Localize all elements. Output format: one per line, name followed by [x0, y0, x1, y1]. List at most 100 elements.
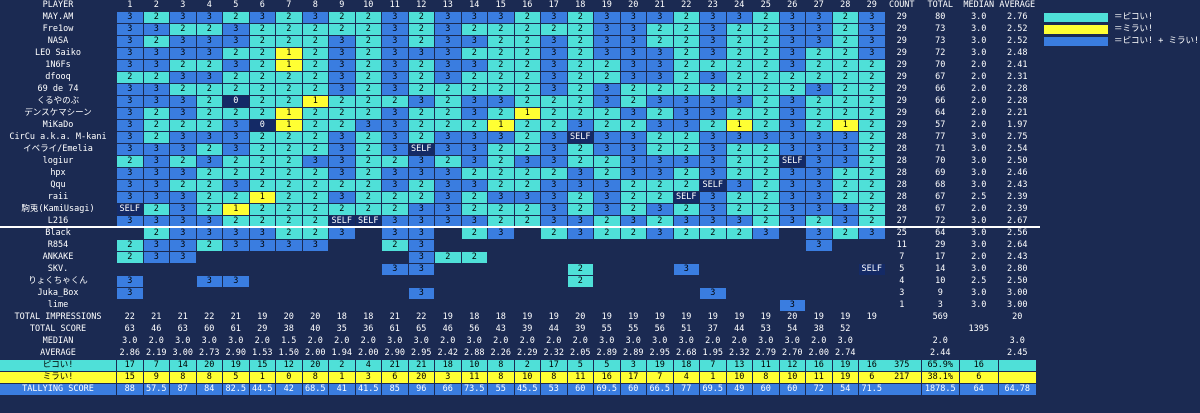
score-cell: 3: [408, 240, 434, 251]
score-cell: 3: [567, 216, 593, 227]
tally-extra: 64.78: [998, 384, 1036, 395]
score-cell: 2: [461, 120, 487, 131]
player-stat: 71: [935, 144, 946, 154]
score-cell: 2: [806, 72, 832, 83]
score-cell: 3: [117, 108, 143, 119]
score-cell: 3: [859, 12, 885, 23]
player-stat: 29: [896, 120, 907, 130]
player-stat: 2.0: [971, 204, 987, 214]
score-cell: 3: [832, 132, 858, 143]
score-cell: 2: [408, 108, 434, 119]
score-cell: 3: [196, 48, 222, 59]
summary-extra: [883, 348, 921, 359]
score-cell: 2: [302, 60, 328, 71]
player-stat: 2.76: [1007, 12, 1028, 22]
score-cell: 1: [276, 108, 302, 119]
score-cell: [355, 228, 381, 239]
score-cell: [832, 252, 858, 263]
score-cell: 1: [276, 120, 302, 131]
score-cell: 2: [302, 204, 328, 215]
summary-cell: 2.89: [623, 348, 644, 358]
summary-cell: 19: [707, 312, 718, 322]
score-cell: [170, 288, 196, 299]
score-cell: 3: [647, 204, 673, 215]
tally-cell: 8: [753, 372, 779, 383]
tally-cell: 54: [832, 384, 858, 395]
tally-cell: 55: [488, 384, 514, 395]
score-cell: 3: [832, 156, 858, 167]
summary-cell: 2.32: [543, 348, 564, 358]
score-cell: 2: [196, 192, 222, 203]
score-cell: 3: [859, 48, 885, 59]
score-cell: [726, 264, 752, 275]
score-cell: 3: [143, 96, 169, 107]
summary-cell: 53: [760, 324, 771, 334]
score-cell: 3: [143, 180, 169, 191]
score-cell: 2: [196, 24, 222, 35]
score-cell: 2: [223, 156, 249, 167]
header-round: 14: [461, 0, 487, 11]
score-cell: 3: [117, 12, 143, 23]
summary-cell: 21: [230, 312, 241, 322]
summary-cell: 36: [363, 324, 374, 334]
score-cell: 3: [514, 156, 540, 167]
summary-cell: 38: [283, 324, 294, 334]
tally-cell: 66: [435, 384, 461, 395]
tally-extra: 16: [960, 360, 998, 371]
score-cell: 3: [170, 240, 196, 251]
score-cell: 2: [488, 216, 514, 227]
score-cell: [329, 276, 355, 287]
score-cell: 2: [514, 132, 540, 143]
score-cell: 3: [276, 240, 302, 251]
tally-cell: 60: [620, 384, 646, 395]
score-cell: 2: [461, 24, 487, 35]
score-cell: 2: [461, 204, 487, 215]
score-cell: 3: [408, 96, 434, 107]
header-round: 24: [726, 0, 752, 11]
tally-cell: 19: [832, 372, 858, 383]
score-cell: 2: [567, 36, 593, 47]
score-cell: 3: [620, 168, 646, 179]
summary-cell: 19: [628, 312, 639, 322]
player-name: くるやのぶ: [0, 96, 116, 107]
tally-cell: 7: [700, 360, 726, 371]
score-cell: 2: [673, 12, 699, 23]
score-cell: [806, 288, 832, 299]
player-stat: 14: [935, 264, 946, 274]
score-cell: 2: [859, 72, 885, 83]
summary-cell: 3.00: [172, 348, 193, 358]
score-cell: 3: [673, 96, 699, 107]
score-cell: 3: [779, 108, 805, 119]
player-stat: 67: [935, 192, 946, 202]
score-cell: [779, 228, 805, 239]
summary-cell: 18: [469, 312, 480, 322]
summary-cell: 2.0: [519, 336, 535, 346]
legend-item: ＝ピコい!: [1044, 12, 1200, 23]
score-cell: 2: [302, 180, 328, 191]
score-cell: [488, 288, 514, 299]
summary-cell: 19: [813, 312, 824, 322]
score-cell: 3: [541, 84, 567, 95]
tally-label: ミラい!: [0, 372, 116, 383]
score-cell: [700, 240, 726, 251]
score-cell: 3: [806, 168, 832, 179]
summary-cell: 20: [575, 312, 586, 322]
summary-cell: 3.0: [413, 336, 429, 346]
tally-cell: 42: [276, 384, 302, 395]
score-cell: [620, 276, 646, 287]
score-cell: 2: [117, 240, 143, 251]
score-cell: 2: [461, 252, 487, 263]
score-cell: 3: [726, 96, 752, 107]
summary-extra: [960, 348, 998, 359]
tally-cell: 87: [170, 384, 196, 395]
header-round: 15: [488, 0, 514, 11]
summary-cell: 2.73: [199, 348, 220, 358]
legend-label: ＝ミラい!: [1114, 24, 1154, 34]
summary-cell: 2.90: [384, 348, 405, 358]
score-cell: 3: [647, 48, 673, 59]
score-cell: 3: [408, 216, 434, 227]
score-cell: 2: [832, 168, 858, 179]
player-name: lime: [0, 300, 116, 311]
summary-cell: 2.90: [225, 348, 246, 358]
score-cell: 2: [514, 36, 540, 47]
